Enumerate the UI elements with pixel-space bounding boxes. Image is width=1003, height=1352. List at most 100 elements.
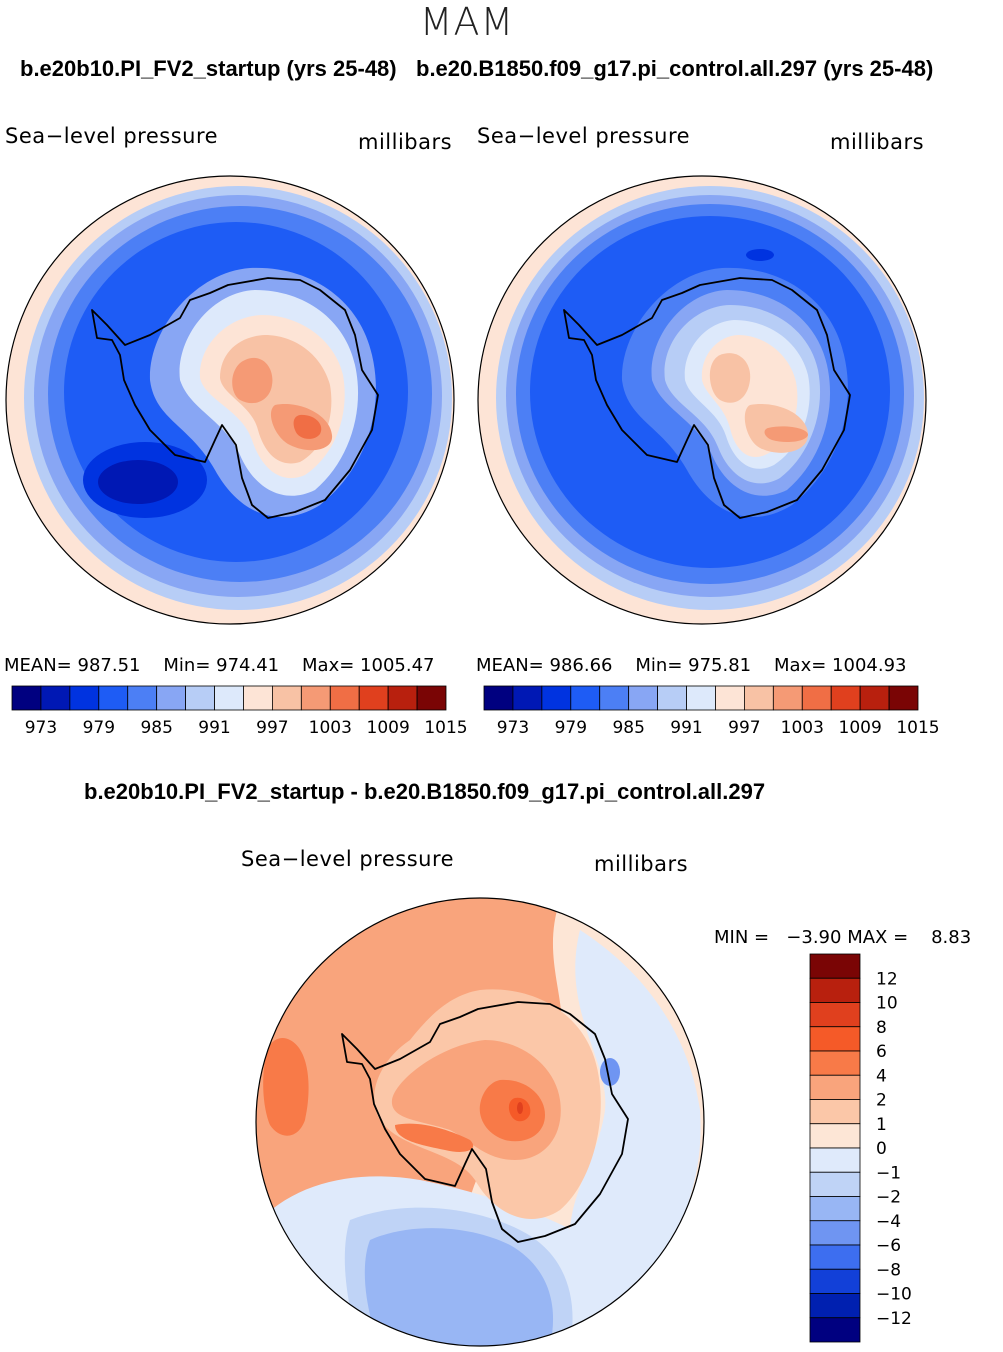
left-high-1006 [293, 414, 322, 439]
colorbar-box [127, 685, 158, 711]
colorbar-tick-label: 985 [612, 718, 644, 738]
left-max-label: Max= [302, 655, 355, 676]
left-stats: MEAN= 987.51 Min= 974.41 Max= 1005.47 [4, 655, 434, 676]
colorbar-tick-label: 979 [83, 718, 115, 738]
diff-max-label: MAX = [847, 927, 909, 948]
left-max-value: 1005.47 [360, 655, 435, 676]
colorbar-box [483, 685, 514, 711]
left-min-label: Min= [163, 655, 211, 676]
right-high-1003 [764, 426, 808, 443]
colorbar-box [715, 685, 745, 711]
left-units-label: millibars [358, 130, 453, 154]
colorbar-tick-label: 1015 [424, 718, 467, 738]
right-mean-value: 986.66 [549, 655, 613, 676]
colorbar-tick-label: 1003 [309, 718, 352, 738]
colorbar-tick-label: −10 [876, 1285, 912, 1305]
colorbar-box [772, 685, 803, 711]
colorbar-box [599, 685, 630, 711]
diff-min-label: MIN = [714, 927, 770, 948]
colorbar-box [809, 1002, 861, 1028]
colorbar-tick-label: 991 [198, 718, 230, 738]
colorbar-box [300, 685, 331, 711]
diff-stats: MIN = −3.90 MAX = 8.83 [714, 927, 971, 948]
colorbar-box [40, 685, 71, 711]
left-slp-map [6, 176, 454, 624]
colorbar-box [809, 1147, 861, 1173]
right-antarctica-coastline [563, 277, 851, 519]
colorbar-box [541, 685, 572, 711]
season-title: MAM [419, 0, 515, 44]
diff-antarctica-coastline [341, 1001, 629, 1243]
diff-min-value: −3.90 [786, 927, 842, 948]
colorbar-box [358, 685, 389, 711]
colorbar-box [416, 685, 447, 711]
colorbar-box [628, 685, 659, 711]
colorbar-box [271, 685, 302, 711]
colorbar-box [98, 685, 129, 711]
left-min-value: 974.41 [216, 655, 280, 676]
diff-continent-4b [395, 1123, 474, 1152]
colorbar-tick-label: −12 [876, 1309, 912, 1329]
left-colorbar: 973 979 985 991 997 1003 1009 1015 [11, 685, 468, 738]
colorbar-tick-label: 991 [670, 718, 702, 738]
colorbar-tick-label: 985 [140, 718, 172, 738]
colorbar-box [809, 977, 861, 1003]
colorbar-tick-label: 0 [876, 1139, 887, 1159]
right-max-value: 1004.93 [832, 655, 907, 676]
colorbar-box [387, 685, 418, 711]
left-case-title: b.e20b10.PI_FV2_startup (yrs 25-48) [20, 56, 397, 81]
colorbar-box [809, 1074, 861, 1100]
diff-south-neg4 [364, 1228, 554, 1346]
colorbar-tick-label: 997 [256, 718, 288, 738]
right-units-label: millibars [830, 130, 925, 154]
colorbar-tick-label: 8 [876, 1018, 887, 1038]
colorbar-tick-label: 979 [555, 718, 587, 738]
colorbar-tick-label: 1015 [896, 718, 939, 738]
colorbar-box [744, 685, 774, 711]
colorbar-tick-label: 973 [25, 718, 57, 738]
left-antarctica-coastline [91, 277, 379, 519]
left-mean-label: MEAN= [4, 655, 72, 676]
colorbar-box [69, 685, 100, 711]
colorbar-tick-label: 973 [497, 718, 529, 738]
right-max-label: Max= [774, 655, 827, 676]
diff-title: b.e20b10.PI_FV2_startup - b.e20.B1850.f0… [84, 779, 766, 804]
colorbar-tick-label: 1 [876, 1115, 887, 1135]
colorbar-box [243, 685, 273, 711]
colorbar-box [809, 1171, 861, 1197]
colorbar-box [329, 685, 360, 711]
diff-east-neg1 [570, 930, 701, 1310]
colorbar-box [686, 685, 716, 711]
colorbar-box [570, 685, 601, 711]
diff-continent-8 [517, 1102, 523, 1114]
colorbar-box [888, 685, 919, 711]
colorbar-box [830, 685, 861, 711]
colorbar-box [801, 685, 832, 711]
right-low-979 [746, 249, 774, 261]
right-mean-label: MEAN= [476, 655, 544, 676]
colorbar-tick-label: 4 [876, 1066, 887, 1086]
colorbar-tick-label: −1 [876, 1163, 901, 1183]
colorbar-tick-label: 2 [876, 1091, 887, 1111]
colorbar-tick-label: −8 [876, 1260, 901, 1280]
colorbar-box [809, 1220, 861, 1246]
colorbar-box [809, 1317, 861, 1343]
colorbar-box [214, 685, 244, 711]
right-case-title: b.e20.B1850.f09_g17.pi_control.all.297 (… [416, 56, 934, 81]
left-map-border [5, 175, 455, 625]
left-high-1003a [232, 357, 273, 404]
colorbar-box [809, 1099, 861, 1125]
colorbar-tick-label: 6 [876, 1042, 887, 1062]
colorbar-box [809, 1050, 861, 1076]
colorbar-tick-label: −4 [876, 1212, 901, 1232]
right-stats: MEAN= 986.66 Min= 975.81 Max= 1004.93 [476, 655, 906, 676]
right-slp-map [478, 176, 926, 624]
colorbar-box [185, 685, 215, 711]
left-mean-value: 987.51 [77, 655, 141, 676]
right-min-value: 975.81 [688, 655, 752, 676]
colorbar-tick-label: −2 [876, 1188, 901, 1208]
colorbar-box [809, 1293, 861, 1319]
right-map-border [477, 175, 927, 625]
